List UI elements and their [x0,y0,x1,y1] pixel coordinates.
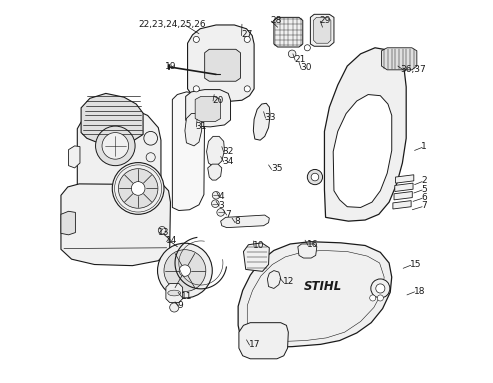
Text: 34: 34 [222,157,234,165]
Circle shape [144,131,158,145]
Text: 21: 21 [294,55,306,64]
Circle shape [193,36,199,43]
Circle shape [118,169,158,208]
Polygon shape [382,48,417,70]
Polygon shape [333,95,392,208]
Polygon shape [166,283,182,303]
Text: 5: 5 [422,185,427,194]
Polygon shape [253,103,270,140]
Circle shape [211,200,219,208]
Text: 31: 31 [195,121,207,131]
Text: 15: 15 [410,260,422,269]
Text: 30: 30 [300,64,312,72]
Polygon shape [314,17,331,43]
Circle shape [164,250,206,291]
Polygon shape [187,25,254,102]
Text: 36,37: 36,37 [400,65,426,74]
Polygon shape [69,146,80,168]
Polygon shape [394,192,412,200]
Text: 19: 19 [165,62,176,70]
Polygon shape [244,243,269,271]
Text: 7: 7 [226,210,231,219]
Text: 32: 32 [222,147,234,156]
Circle shape [193,86,199,92]
Text: 4: 4 [218,192,224,201]
Polygon shape [186,90,231,127]
Polygon shape [205,49,241,81]
Text: 18: 18 [414,286,425,296]
Circle shape [311,173,319,181]
Polygon shape [81,93,143,145]
Text: 2: 2 [422,176,427,185]
Polygon shape [77,104,161,209]
Circle shape [102,133,129,159]
Circle shape [377,295,384,301]
Text: 29: 29 [319,16,331,25]
Circle shape [370,295,376,301]
Polygon shape [324,48,406,221]
Polygon shape [274,17,303,47]
Circle shape [158,226,166,234]
Text: 22,23,24,25,26: 22,23,24,25,26 [138,20,206,29]
Circle shape [217,209,224,216]
Text: 10: 10 [253,241,265,250]
Text: 12: 12 [283,278,294,286]
Text: 27: 27 [242,30,253,39]
Circle shape [131,182,145,195]
Circle shape [158,243,212,298]
Text: 20: 20 [212,96,224,105]
Text: 35: 35 [271,164,282,173]
Polygon shape [238,242,392,347]
Polygon shape [221,215,269,228]
Circle shape [146,153,155,162]
Polygon shape [298,244,317,258]
Text: 33: 33 [265,113,276,122]
Polygon shape [185,113,202,146]
Text: 3: 3 [218,201,224,210]
Ellipse shape [168,290,181,296]
Polygon shape [311,14,334,46]
Text: 17: 17 [249,340,260,349]
Text: 9: 9 [177,301,183,310]
Circle shape [179,265,191,276]
Polygon shape [195,97,221,121]
Polygon shape [207,136,224,165]
Polygon shape [395,175,414,183]
Circle shape [212,192,220,199]
Polygon shape [61,184,171,266]
Circle shape [288,50,296,58]
Polygon shape [239,322,288,359]
Polygon shape [267,270,281,288]
Circle shape [244,36,250,43]
Circle shape [96,126,135,165]
Text: STIHL: STIHL [303,280,342,293]
Text: 8: 8 [234,218,240,226]
Circle shape [170,303,179,312]
Polygon shape [393,201,411,209]
Text: 7: 7 [422,201,427,210]
Text: 6: 6 [422,193,427,202]
Polygon shape [395,183,413,192]
Text: 13: 13 [158,228,170,237]
Polygon shape [208,164,222,180]
Text: 28: 28 [271,16,282,25]
Text: 14: 14 [166,236,177,246]
Circle shape [244,86,250,92]
Text: 11: 11 [181,292,193,301]
Circle shape [307,169,322,185]
Circle shape [304,45,311,51]
Text: 16: 16 [307,240,319,249]
Text: 1: 1 [422,142,427,151]
Polygon shape [61,211,75,235]
Circle shape [112,163,164,214]
Circle shape [371,279,390,298]
Circle shape [376,284,385,293]
Polygon shape [173,92,205,211]
